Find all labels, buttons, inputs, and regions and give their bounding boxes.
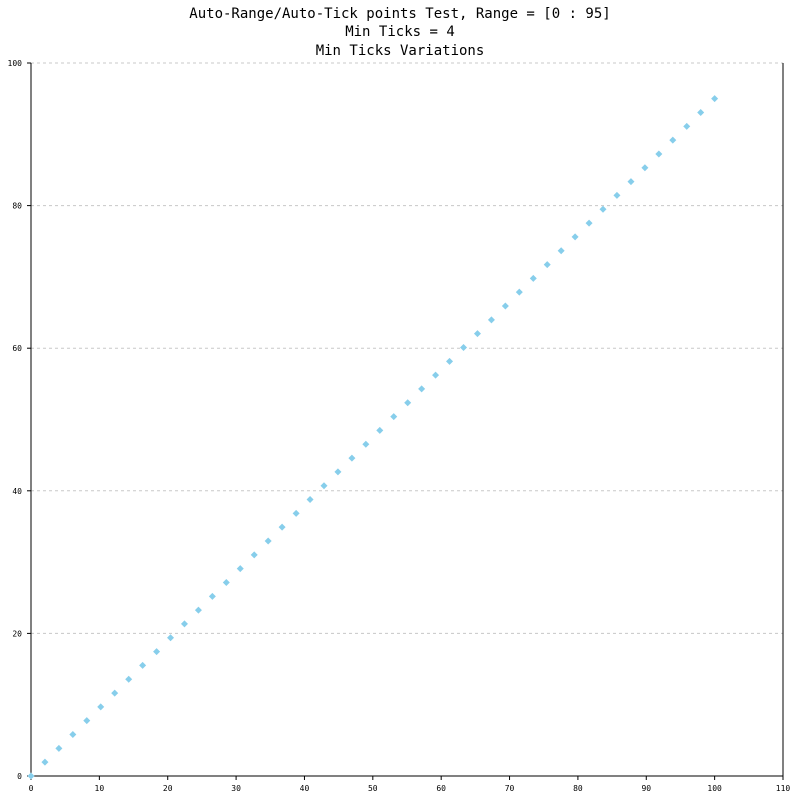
x-tick-label-50: 50 — [368, 784, 378, 793]
data-point-9 — [153, 648, 161, 656]
data-point-2 — [55, 744, 63, 752]
y-tick-label-100: 100 — [8, 59, 23, 68]
data-point-44 — [641, 164, 649, 172]
axes — [30, 63, 784, 777]
x-tick-label-20: 20 — [163, 784, 173, 793]
x-tick-label-80: 80 — [573, 784, 583, 793]
data-point-19 — [292, 509, 300, 517]
y-gridlines — [31, 62, 783, 634]
y-tick-label-40: 40 — [12, 487, 22, 496]
chart-title-line-1: Auto-Range/Auto-Tick points Test, Range … — [189, 6, 610, 22]
data-point-47 — [683, 122, 691, 130]
data-point-29 — [432, 371, 440, 379]
data-point-41 — [599, 205, 607, 213]
y-tick-label-80: 80 — [12, 202, 22, 211]
data-point-12 — [194, 606, 202, 614]
data-point-23 — [348, 454, 356, 462]
data-point-27 — [404, 399, 412, 407]
x-tick-label-90: 90 — [641, 784, 651, 793]
y-tick-label-0: 0 — [17, 772, 22, 781]
data-point-38 — [557, 247, 565, 255]
data-point-15 — [236, 565, 244, 573]
data-point-5 — [97, 703, 105, 711]
chart-title-line-2: Min Ticks = 4 — [345, 24, 455, 40]
chart-title-line-3: Min Ticks Variations — [316, 43, 485, 59]
x-tick-label-40: 40 — [300, 784, 310, 793]
data-point-46 — [669, 136, 677, 144]
data-point-33 — [487, 316, 495, 324]
x-tick-label-70: 70 — [505, 784, 515, 793]
data-point-6 — [111, 689, 119, 697]
data-point-14 — [222, 578, 230, 586]
data-point-21 — [320, 482, 328, 490]
data-point-31 — [460, 343, 468, 351]
data-point-11 — [180, 620, 188, 628]
y-tick-label-60: 60 — [12, 344, 22, 353]
data-point-0 — [27, 772, 35, 780]
data-point-18 — [278, 523, 286, 531]
data-point-1 — [41, 758, 49, 766]
data-point-16 — [250, 551, 258, 559]
data-point-24 — [362, 440, 370, 448]
data-point-42 — [613, 191, 621, 199]
x-tick-label-30: 30 — [231, 784, 241, 793]
data-point-37 — [543, 261, 551, 269]
data-point-39 — [571, 233, 579, 241]
x-tick-label-110: 110 — [776, 784, 791, 793]
x-tick-label-100: 100 — [707, 784, 722, 793]
chart-title: Auto-Range/Auto-Tick points Test, Range … — [189, 6, 610, 59]
data-point-28 — [418, 385, 426, 393]
data-point-43 — [627, 178, 635, 186]
data-point-40 — [585, 219, 593, 227]
data-point-35 — [515, 288, 523, 296]
data-point-22 — [334, 468, 342, 476]
data-point-25 — [376, 426, 384, 434]
x-tick-label-60: 60 — [436, 784, 446, 793]
data-point-7 — [125, 675, 133, 683]
scatter-points — [27, 95, 719, 780]
data-point-48 — [697, 108, 705, 116]
y-axis-ticks: 0 20 40 60 80 100 — [8, 59, 31, 781]
data-point-36 — [529, 274, 537, 282]
data-point-20 — [306, 495, 314, 503]
data-point-4 — [83, 717, 91, 725]
data-point-32 — [473, 330, 481, 338]
data-point-8 — [139, 661, 147, 669]
data-point-13 — [208, 592, 216, 600]
data-point-17 — [264, 537, 272, 545]
x-tick-label-0: 0 — [29, 784, 34, 793]
data-point-34 — [501, 302, 509, 310]
x-tick-label-10: 10 — [95, 784, 105, 793]
data-point-49 — [711, 95, 719, 103]
data-point-26 — [390, 413, 398, 421]
data-point-10 — [167, 634, 175, 642]
x-axis-ticks: 0 10 20 30 40 50 60 70 80 90 100 110 — [29, 776, 791, 793]
y-tick-label-20: 20 — [12, 629, 22, 638]
data-point-3 — [69, 731, 77, 739]
data-point-30 — [446, 357, 454, 365]
data-point-45 — [655, 150, 663, 158]
